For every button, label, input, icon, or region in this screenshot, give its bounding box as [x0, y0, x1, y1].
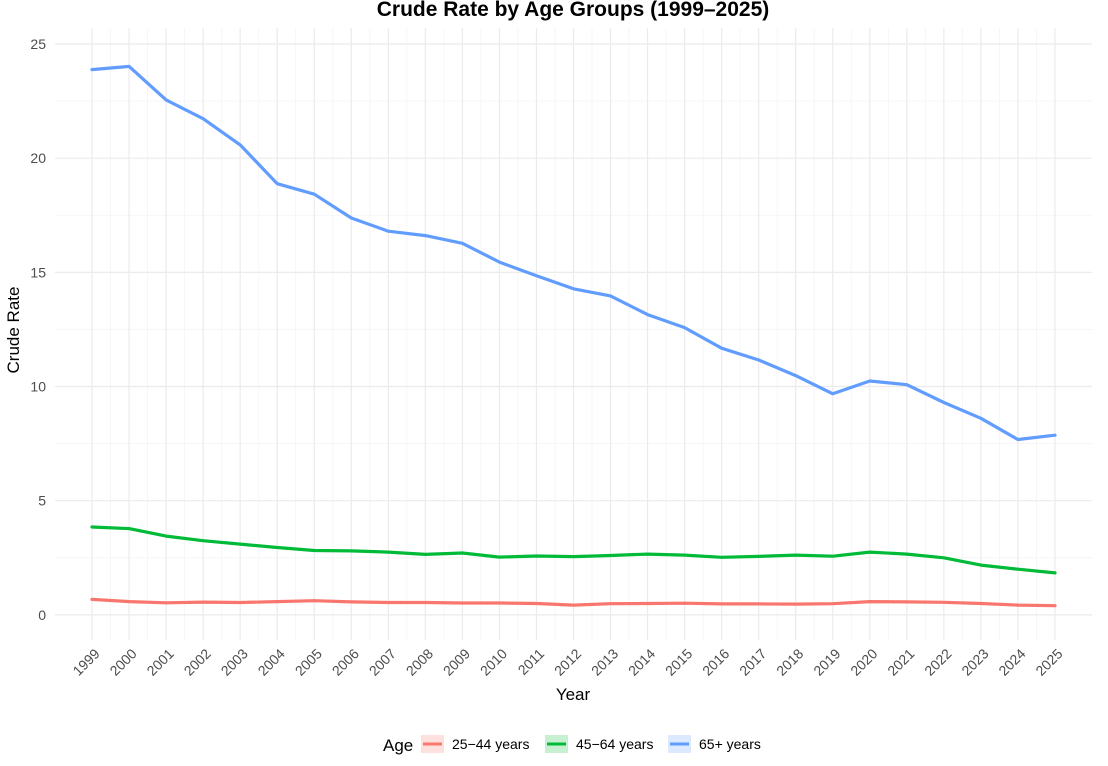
x-tick-label: 2014	[625, 645, 658, 678]
y-tick-label: 10	[30, 379, 46, 395]
y-axis-title: Crude Rate	[4, 287, 23, 374]
x-tick-label: 2019	[810, 645, 843, 678]
x-tick-label: 2006	[329, 645, 362, 678]
x-tick-label: 2007	[366, 645, 399, 678]
x-tick-label: 2003	[218, 645, 251, 678]
grid	[55, 28, 1092, 640]
x-axis-ticks: 1999 2000 2001 2002 2003 2004 2005 2006 2007 2008…	[69, 645, 1065, 678]
series-line-2	[90, 525, 1057, 575]
x-tick-label: 2017	[736, 645, 769, 678]
legend-label: 25−44 years	[452, 736, 529, 752]
x-tick-label: 2009	[440, 645, 473, 678]
x-tick-label: 1999	[69, 645, 102, 678]
y-tick-label: 5	[38, 493, 46, 509]
x-tick-label: 2023	[958, 645, 991, 678]
x-tick-label: 2020	[847, 645, 880, 678]
x-tick-label: 2010	[477, 645, 510, 678]
x-tick-label: 2022	[921, 645, 954, 678]
x-tick-label: 2024	[995, 645, 1028, 678]
x-tick-label: 2000	[106, 645, 139, 678]
y-tick-label: 25	[30, 36, 46, 52]
x-axis-title: Year	[556, 685, 591, 704]
x-tick-label: 2001	[144, 645, 177, 678]
y-tick-label: 0	[38, 607, 46, 623]
x-tick-label: 2012	[551, 645, 584, 678]
legend-label: 45−64 years	[576, 736, 653, 752]
x-tick-label: 2008	[403, 645, 436, 678]
x-tick-label: 2011	[515, 645, 548, 678]
series-lines	[90, 64, 1057, 608]
y-axis-ticks: 0 5 10 15 20 25	[30, 36, 46, 623]
x-tick-label: 2018	[773, 645, 806, 678]
legend: Age 25−44 years 45−64 years 65+ years	[383, 735, 761, 755]
x-tick-label: 2015	[662, 645, 695, 678]
legend-title: Age	[383, 736, 413, 755]
x-tick-label: 2004	[255, 645, 288, 678]
series-line-3	[90, 64, 1057, 442]
y-tick-label: 20	[30, 150, 46, 166]
chart-title: Crude Rate by Age Groups (1999–2025)	[377, 0, 770, 21]
x-tick-label: 2005	[292, 645, 325, 678]
x-tick-label: 2021	[884, 645, 917, 678]
x-tick-label: 2002	[181, 645, 214, 678]
series-line-1	[90, 597, 1057, 608]
y-tick-label: 15	[30, 264, 46, 280]
x-tick-label: 2016	[699, 645, 732, 678]
legend-label: 65+ years	[699, 736, 761, 752]
x-tick-label: 2013	[588, 645, 621, 678]
x-tick-label: 2025	[1032, 645, 1065, 678]
